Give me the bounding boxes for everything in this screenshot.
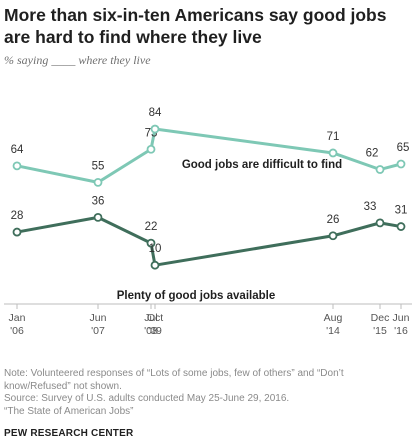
data-point xyxy=(375,165,385,174)
data-point xyxy=(12,161,22,171)
data-label: 28 xyxy=(11,210,24,222)
data-point xyxy=(150,124,160,134)
x-tick-label: Jun xyxy=(393,312,410,324)
data-point xyxy=(375,218,385,228)
chart-notes: Note: Volunteered responses of “Lots of … xyxy=(4,368,412,418)
source-text: Source: Survey of U.S. adults conducted … xyxy=(4,393,290,404)
data-label: 84 xyxy=(149,107,162,119)
data-point xyxy=(93,212,103,222)
data-point xyxy=(328,231,338,241)
data-label: 55 xyxy=(92,160,105,172)
data-point xyxy=(396,222,406,231)
data-point xyxy=(328,148,338,158)
x-tick-label: '09 xyxy=(148,325,162,337)
series-line xyxy=(16,215,402,267)
data-label: 31 xyxy=(395,205,408,217)
data-label: 64 xyxy=(11,144,24,156)
x-tick-label: Jun xyxy=(90,312,107,324)
series-label: Plenty of good jobs available xyxy=(117,290,275,302)
data-point xyxy=(12,227,22,237)
x-tick-label: Aug xyxy=(324,312,343,324)
series-label: Good jobs are difficult to find xyxy=(182,159,342,171)
x-tick-label: '14 xyxy=(326,325,340,337)
x-tick-label: Jan xyxy=(9,312,26,324)
x-tick-label: '15 xyxy=(373,325,387,337)
data-label: 36 xyxy=(92,195,105,207)
x-tick-label: Jul xyxy=(144,312,157,324)
series-line xyxy=(16,127,402,184)
chart-subtitle: % saying ____ where they live xyxy=(4,53,151,67)
note-text: Note: Volunteered responses of “Lots of … xyxy=(4,368,344,392)
data-point xyxy=(93,177,103,187)
x-tick-label: Dec xyxy=(371,312,390,324)
x-tick-label: '16 xyxy=(394,325,408,337)
x-tick-label: Oct xyxy=(147,312,163,324)
x-tick-label: '06 xyxy=(10,325,24,337)
footer-org: PEW RESEARCH CENTER xyxy=(4,428,134,439)
data-label: 10 xyxy=(149,243,162,255)
data-label: 62 xyxy=(366,148,379,160)
chart-title: More than six-in-ten Americans say good … xyxy=(4,5,387,47)
x-tick-label: '07 xyxy=(91,325,105,337)
data-point xyxy=(396,159,406,169)
data-label: 33 xyxy=(364,201,377,213)
data-label: 65 xyxy=(397,142,410,154)
data-point xyxy=(146,238,156,248)
data-point xyxy=(150,260,160,270)
x-tick-label: '08 xyxy=(144,325,158,337)
line-chart: Jan'06Jun'07Jul'08Oct'09Aug'14Dec'15Jun'… xyxy=(4,107,412,337)
data-label: 26 xyxy=(327,214,340,226)
report-title: “The State of American Jobs” xyxy=(4,405,134,417)
data-point xyxy=(146,144,156,154)
data-label: 22 xyxy=(145,221,158,233)
data-label: 71 xyxy=(327,131,340,143)
